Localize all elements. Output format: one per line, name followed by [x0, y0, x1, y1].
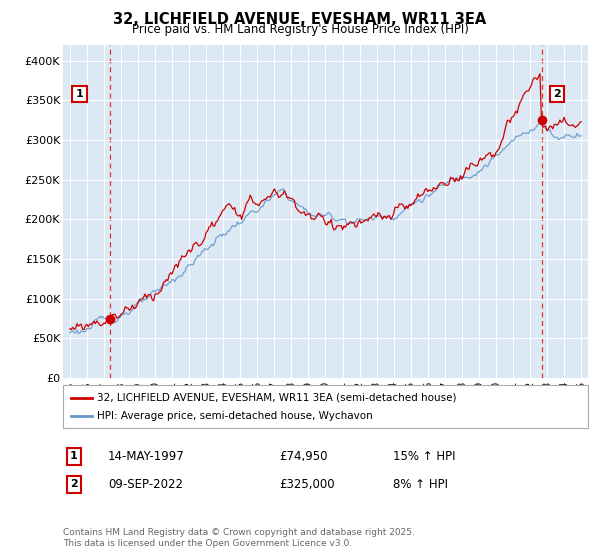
- Text: 2: 2: [553, 89, 561, 99]
- Text: Contains HM Land Registry data © Crown copyright and database right 2025.
This d: Contains HM Land Registry data © Crown c…: [63, 528, 415, 548]
- Text: 2: 2: [70, 479, 77, 489]
- Text: 32, LICHFIELD AVENUE, EVESHAM, WR11 3EA: 32, LICHFIELD AVENUE, EVESHAM, WR11 3EA: [113, 12, 487, 27]
- Text: HPI: Average price, semi-detached house, Wychavon: HPI: Average price, semi-detached house,…: [97, 411, 373, 421]
- Text: Price paid vs. HM Land Registry's House Price Index (HPI): Price paid vs. HM Land Registry's House …: [131, 22, 469, 36]
- Text: 09-SEP-2022: 09-SEP-2022: [108, 478, 183, 491]
- Text: 8% ↑ HPI: 8% ↑ HPI: [393, 478, 448, 491]
- Text: 32, LICHFIELD AVENUE, EVESHAM, WR11 3EA (semi-detached house): 32, LICHFIELD AVENUE, EVESHAM, WR11 3EA …: [97, 393, 456, 403]
- Text: 15% ↑ HPI: 15% ↑ HPI: [393, 450, 455, 463]
- Text: £325,000: £325,000: [279, 478, 335, 491]
- Text: £74,950: £74,950: [279, 450, 328, 463]
- Text: 1: 1: [76, 89, 83, 99]
- Text: 14-MAY-1997: 14-MAY-1997: [108, 450, 185, 463]
- Text: 1: 1: [70, 451, 77, 461]
